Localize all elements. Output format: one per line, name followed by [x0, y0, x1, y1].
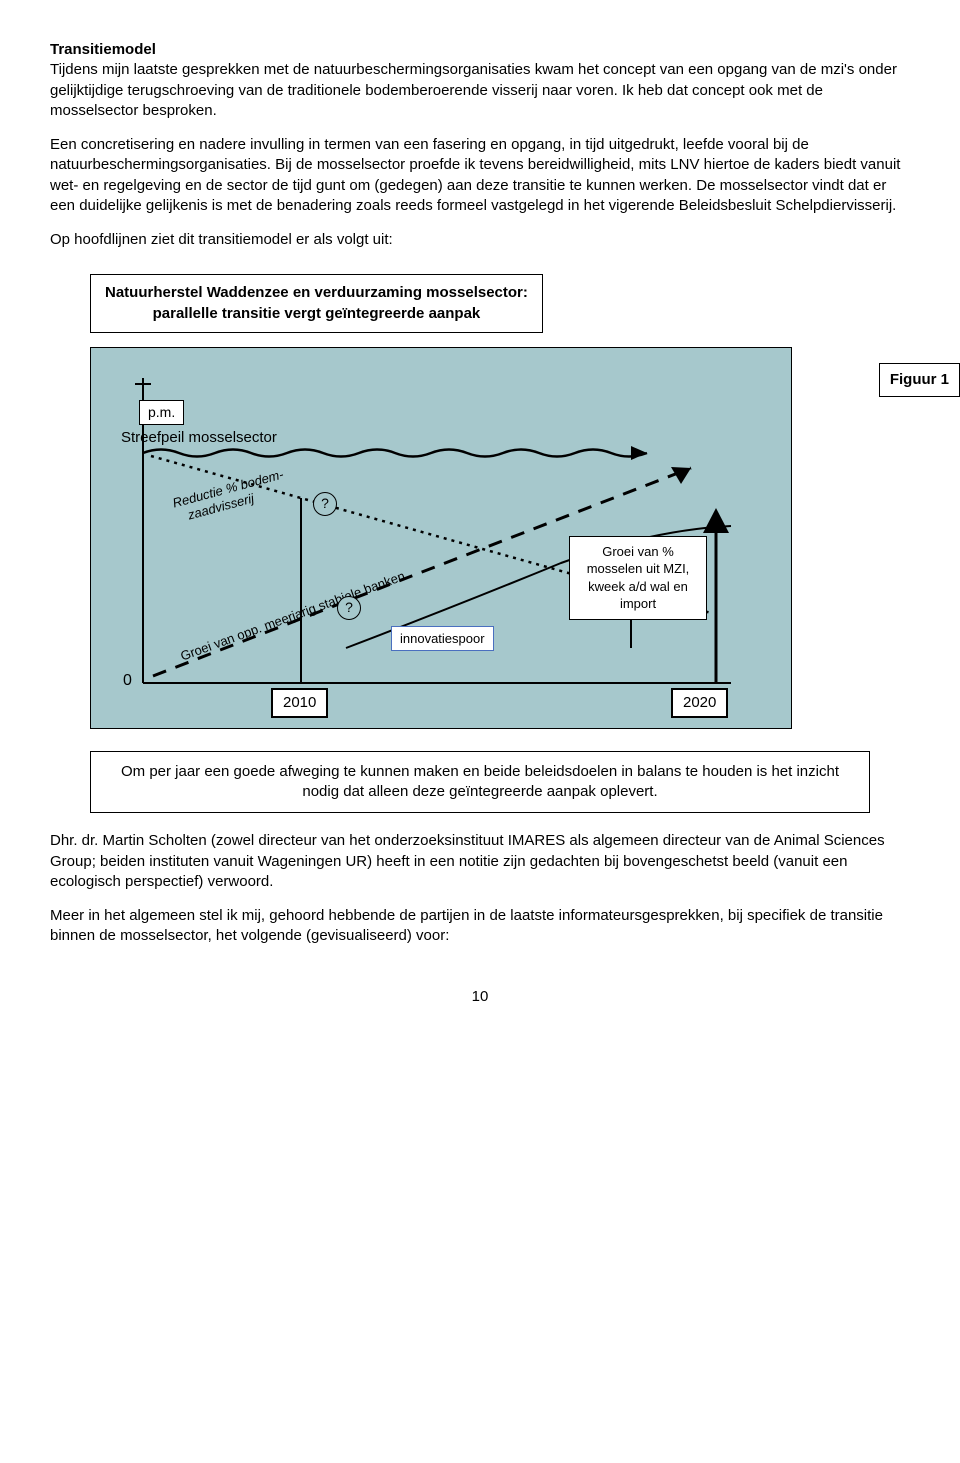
groei-opp-label: Groei van opp. meerjarig stabiele banken	[178, 567, 407, 665]
paragraph-3: Op hoofdlijnen ziet dit transitiemodel e…	[50, 230, 910, 250]
innovatiespoor-label: innovatiespoor	[391, 626, 494, 652]
chart-panel: p.m. Streefpeil mosselsector 0 Reductie …	[90, 347, 792, 729]
page-number: 10	[50, 987, 910, 1007]
zero-label: 0	[123, 670, 132, 692]
diagram-caption: Om per jaar een goede afweging te kunnen…	[90, 751, 870, 814]
pm-label: p.m.	[139, 400, 184, 425]
diagram-title: Natuurherstel Waddenzee en verduurzaming…	[90, 274, 543, 333]
section-heading: TransitiemodelTijdens mijn laatste gespr…	[50, 40, 910, 121]
figure-number: Figuur 1	[879, 363, 960, 397]
paragraph-2: Een concretisering en nadere invulling i…	[50, 135, 910, 216]
streefpeil-label: Streefpeil mosselsector	[121, 428, 277, 448]
diagram-container: p.m. Streefpeil mosselsector 0 Reductie …	[90, 347, 870, 729]
mzi-box: Groei van % mosselen uit MZI, kweek a/d …	[569, 536, 707, 620]
year-start: 2010	[271, 688, 328, 718]
paragraph-5: Meer in het algemeen stel ik mij, gehoor…	[50, 906, 910, 947]
paragraph-4: Dhr. dr. Martin Scholten (zowel directeu…	[50, 831, 910, 892]
year-end: 2020	[671, 688, 728, 718]
question-1: ?	[313, 492, 337, 516]
question-2: ?	[337, 596, 361, 620]
